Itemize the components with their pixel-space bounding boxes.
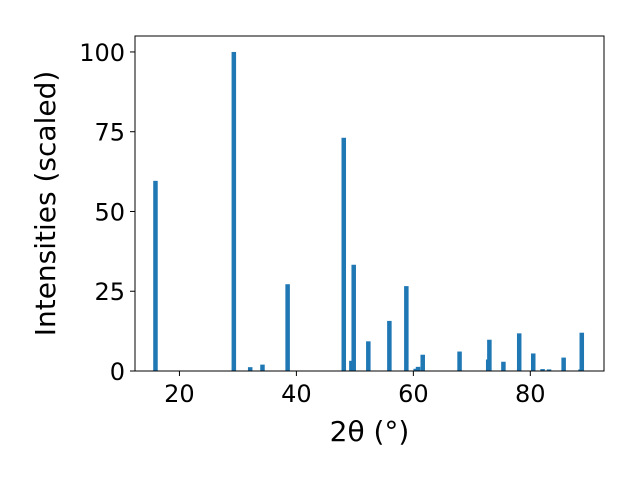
x-tick-label-2: 60: [398, 380, 429, 408]
bar-21: [546, 369, 552, 371]
bar-6: [349, 360, 354, 371]
y-axis-label: Intensities (scaled): [29, 71, 62, 337]
x-tick-label-3: 80: [515, 380, 546, 408]
plot-frame: [134, 35, 605, 372]
bar-9: [387, 320, 392, 371]
bar-0: [153, 180, 158, 371]
y-tick-label-1: 25: [94, 278, 125, 306]
bar-16: [487, 339, 492, 371]
bar-4: [285, 284, 290, 371]
bar-18: [516, 333, 522, 371]
x-axis-label: 2θ (°): [330, 415, 410, 448]
bar-24: [579, 332, 585, 371]
y-tick-label-0: 0: [110, 358, 125, 386]
bar-17: [501, 361, 506, 371]
bar-8: [366, 341, 371, 371]
bar-11: [413, 368, 418, 371]
bar-10: [404, 286, 409, 371]
x-axis-ticks: 20 40 60 80: [164, 371, 546, 408]
y-tick-label-3: 75: [94, 119, 125, 147]
bar-19: [530, 353, 536, 371]
x-tick-label-0: 20: [164, 380, 195, 408]
y-axis-ticks: 0 25 50 75 100: [79, 39, 135, 386]
bar-7: [351, 264, 356, 371]
y-tick-label-2: 50: [94, 198, 125, 226]
bar-13: [420, 354, 425, 371]
bar-22: [561, 357, 566, 371]
bar-12: [415, 366, 421, 371]
bar-20: [540, 369, 545, 371]
bar-14: [457, 351, 462, 371]
y-tick-label-4: 100: [79, 39, 125, 67]
bars-layer: [153, 51, 585, 371]
x-tick-label-1: 40: [281, 380, 312, 408]
bar-2: [247, 367, 253, 371]
bar-5: [341, 137, 347, 371]
bar-1: [231, 51, 237, 371]
bar-3: [260, 364, 265, 371]
